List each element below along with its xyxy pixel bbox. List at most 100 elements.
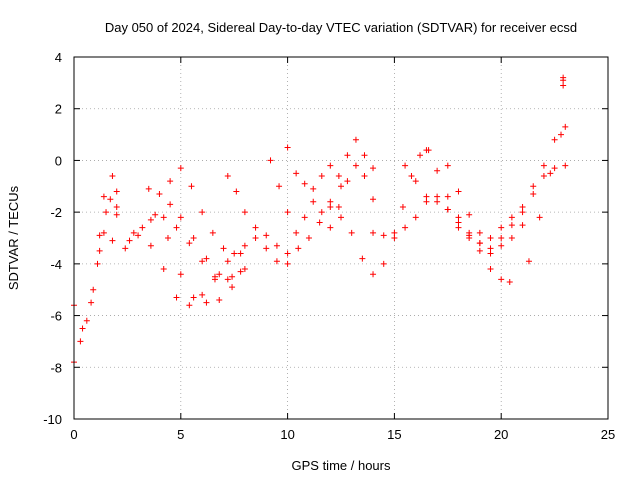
x-axis-label: GPS time / hours: [292, 458, 391, 473]
data-point: [466, 232, 473, 239]
data-point: [173, 294, 180, 301]
grid-layer: [74, 57, 608, 419]
data-point: [156, 191, 163, 198]
data-point: [164, 235, 171, 241]
data-point: [199, 209, 206, 216]
data-point: [310, 185, 317, 192]
data-point: [273, 258, 280, 265]
data-point: [301, 180, 308, 187]
data-point: [263, 245, 270, 252]
series-arc-1: [71, 172, 116, 366]
series-arc-13: [402, 162, 526, 257]
data-point: [444, 206, 451, 213]
data-point: [498, 276, 505, 283]
data-point: [487, 235, 494, 241]
data-point: [352, 136, 359, 143]
x-tick-label: 0: [70, 427, 77, 442]
data-point: [77, 338, 84, 345]
data-point: [139, 224, 146, 231]
data-marks: [71, 74, 569, 366]
series-arc-8: [224, 172, 344, 257]
series-arc-16: [525, 131, 565, 265]
data-point: [113, 203, 120, 210]
data-point: [455, 188, 462, 195]
data-point: [135, 232, 142, 239]
data-point: [380, 260, 387, 267]
data-point: [519, 203, 526, 210]
data-point: [273, 242, 280, 249]
data-point: [293, 170, 300, 177]
data-point: [361, 152, 368, 159]
data-point: [434, 193, 441, 200]
data-point: [188, 183, 195, 190]
y-tick-label: -6: [50, 309, 62, 324]
series-arc-4: [100, 193, 236, 306]
data-point: [177, 214, 184, 221]
data-point: [199, 291, 206, 298]
data-point: [109, 172, 116, 179]
data-point: [177, 165, 184, 172]
data-point: [344, 152, 351, 159]
data-point: [348, 229, 355, 236]
data-point: [109, 237, 116, 244]
data-point: [455, 224, 462, 231]
data-point: [327, 198, 334, 205]
data-point: [352, 162, 359, 169]
data-point: [391, 235, 398, 241]
x-tick-label: 15: [387, 427, 401, 442]
data-point: [284, 260, 291, 267]
data-point: [525, 258, 532, 265]
data-point: [540, 172, 547, 179]
data-point: [190, 235, 197, 241]
data-point: [434, 198, 441, 205]
y-axis-label: SDTVAR / TECUs: [6, 185, 21, 290]
data-point: [224, 172, 231, 179]
data-point: [444, 162, 451, 169]
series-arc-10: [284, 136, 377, 192]
data-point: [167, 201, 174, 208]
data-point: [318, 172, 325, 179]
series-arc-7: [167, 165, 291, 267]
data-point: [220, 245, 227, 252]
data-point: [107, 196, 114, 203]
series-arc-17: [560, 74, 567, 89]
data-point: [551, 165, 558, 172]
data-point: [113, 211, 120, 218]
data-point: [241, 242, 248, 249]
data-point: [241, 209, 248, 216]
data-point: [530, 191, 537, 198]
data-point: [224, 276, 231, 283]
data-point: [498, 235, 505, 241]
data-point: [327, 162, 334, 169]
data-point: [359, 255, 366, 262]
data-point: [370, 229, 377, 236]
y-tick-label: -4: [50, 257, 62, 272]
data-point: [96, 232, 103, 239]
data-point: [305, 235, 312, 241]
series-arc-3: [96, 214, 244, 283]
data-point: [152, 211, 159, 218]
data-point: [113, 188, 120, 195]
data-point: [211, 276, 218, 283]
series-arc-14: [423, 123, 569, 247]
data-point: [335, 203, 342, 210]
data-point: [560, 77, 567, 84]
data-point: [90, 286, 97, 293]
data-point: [402, 224, 409, 231]
data-point: [241, 266, 248, 273]
data-point: [402, 162, 409, 169]
data-point: [190, 294, 197, 301]
data-point: [560, 82, 567, 89]
data-point: [562, 162, 569, 169]
plot-frame: [73, 56, 609, 420]
y-tick-label: -10: [43, 412, 62, 427]
data-point: [147, 216, 154, 223]
data-point: [498, 242, 505, 249]
y-tick-label: 0: [55, 153, 62, 168]
data-point: [434, 167, 441, 174]
series-arc-12: [370, 193, 513, 285]
data-point: [284, 250, 291, 257]
data-point: [79, 325, 86, 332]
data-point: [444, 193, 451, 200]
series-arc-2: [71, 188, 120, 332]
